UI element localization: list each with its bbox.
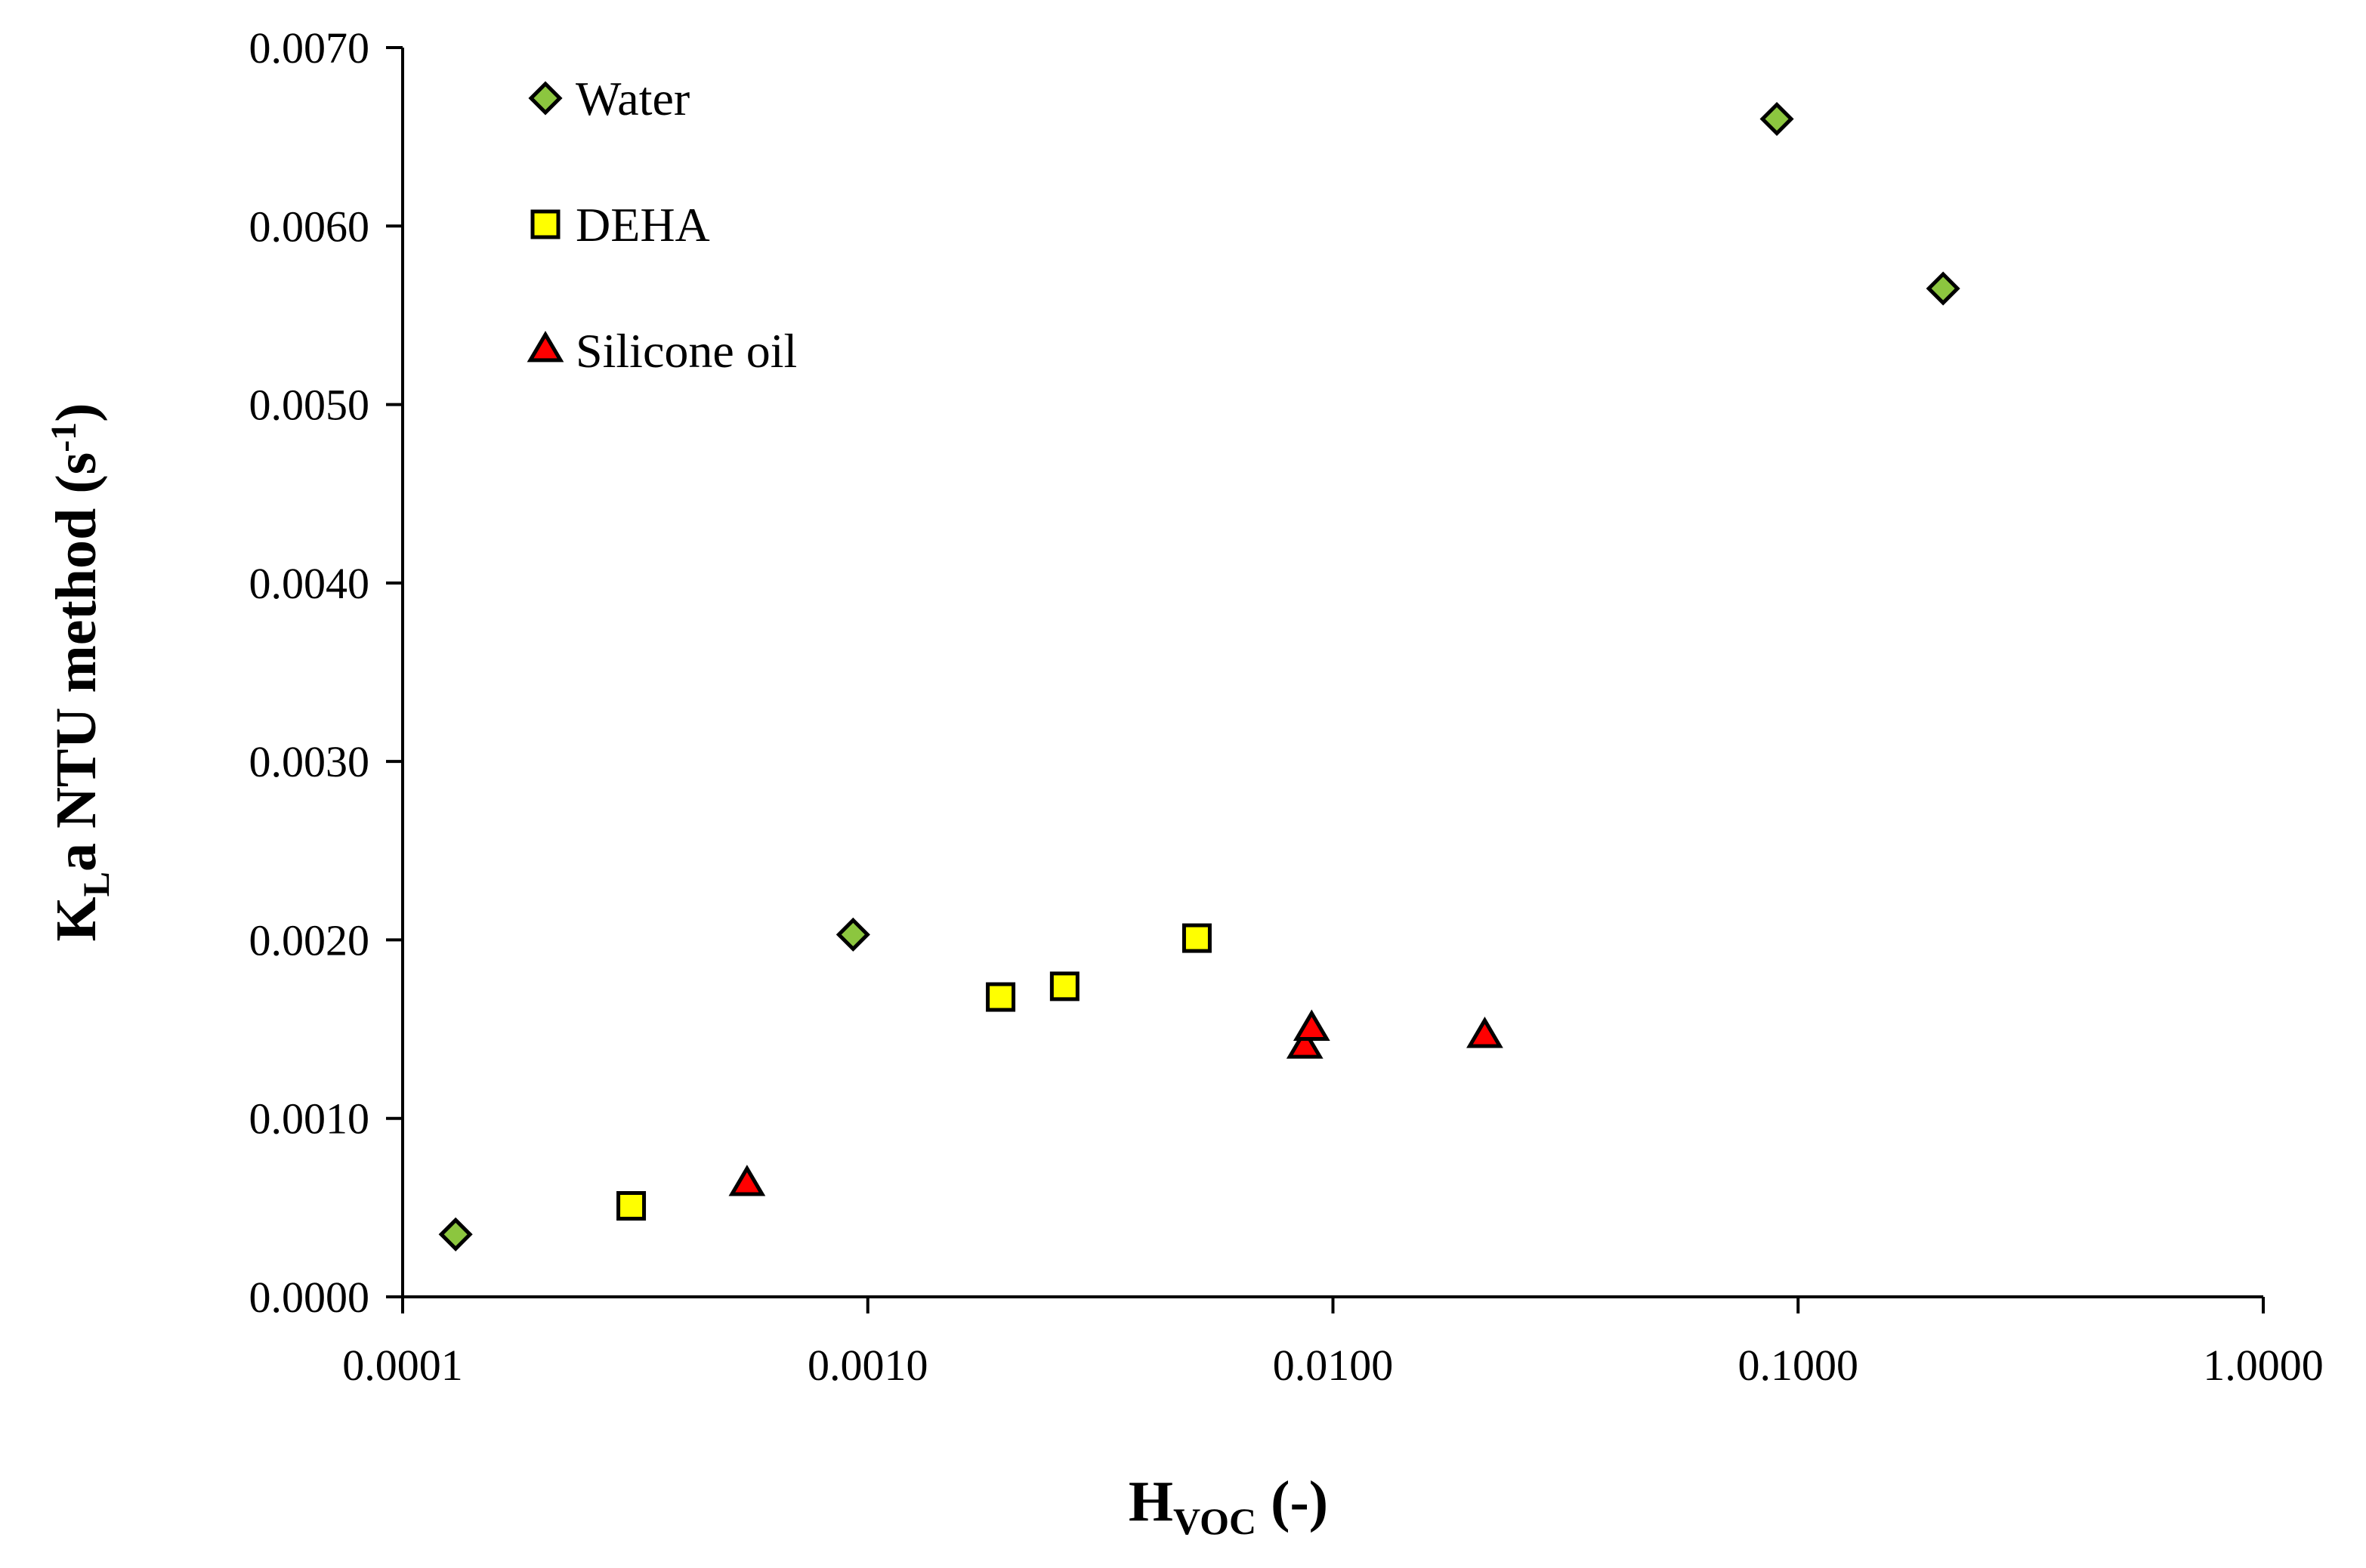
legend-water-marker	[528, 81, 563, 116]
y-tick-label: 0.0030	[249, 737, 370, 786]
x-tick-label: 0.1000	[1738, 1341, 1859, 1390]
legend-deha-label: DEHA	[576, 198, 710, 252]
x-tick-label: 1.0000	[2203, 1341, 2324, 1390]
x-axis-title-tail: (-)	[1256, 1470, 1328, 1533]
deha-point	[1181, 923, 1212, 953]
legend-deha-marker	[530, 209, 561, 239]
water-point	[1926, 271, 1960, 306]
y-tick-label: 0.0060	[249, 202, 370, 251]
x-axis-title-main: H	[1129, 1470, 1173, 1533]
legend-water-label: Water	[576, 72, 690, 125]
water-point	[438, 1217, 473, 1252]
y-tick-label: 0.0040	[249, 559, 370, 608]
data-points	[438, 101, 1960, 1252]
y-axis-title-middle: a NTU method (s	[45, 452, 108, 872]
y-tick-label: 0.0010	[249, 1094, 370, 1144]
y-axis-title-main: K	[45, 897, 108, 941]
legend-silicone-oil-label: Silicone oil	[576, 324, 797, 378]
legend-silicone-oil-marker	[527, 330, 564, 363]
y-axis-title-tail: )	[45, 403, 108, 421]
x-axis-title-subscript: VOC	[1173, 1500, 1256, 1542]
deha-point	[1049, 971, 1080, 1002]
y-axis-title-superscript: -1	[44, 422, 84, 452]
y-axis-title-subscript: L	[75, 872, 117, 897]
y-ticks: 0.0000 0.0010 0.0020 0.0030 0.0040 0.0050 0.00…	[249, 23, 403, 1322]
silicone-oil-point	[1293, 1009, 1330, 1041]
x-tick-label: 0.0001	[342, 1341, 463, 1390]
water-point	[836, 917, 870, 952]
x-ticks: 0.0001 0.0010 0.0100 0.1000 1.0000	[342, 1297, 2324, 1390]
silicone-oil-point	[1286, 1027, 1324, 1059]
y-tick-label: 0.0050	[249, 381, 370, 430]
silicone-oil-point	[1466, 1017, 1503, 1048]
water-point	[1759, 101, 1794, 137]
y-tick-label: 0.0070	[249, 23, 370, 73]
deha-point	[986, 982, 1016, 1012]
y-tick-label: 0.0020	[249, 915, 370, 965]
y-axis-title: KLa NTU method (s-1)	[44, 403, 117, 941]
x-axis-title: HVOC (-)	[1129, 1470, 1328, 1542]
legend: Water DEHA Silicone oil	[527, 72, 797, 378]
silicone-oil-point	[728, 1165, 766, 1196]
deha-point	[616, 1190, 647, 1221]
x-tick-label: 0.0010	[808, 1341, 928, 1390]
x-tick-label: 0.0100	[1273, 1341, 1394, 1390]
y-tick-label: 0.0000	[249, 1273, 370, 1322]
